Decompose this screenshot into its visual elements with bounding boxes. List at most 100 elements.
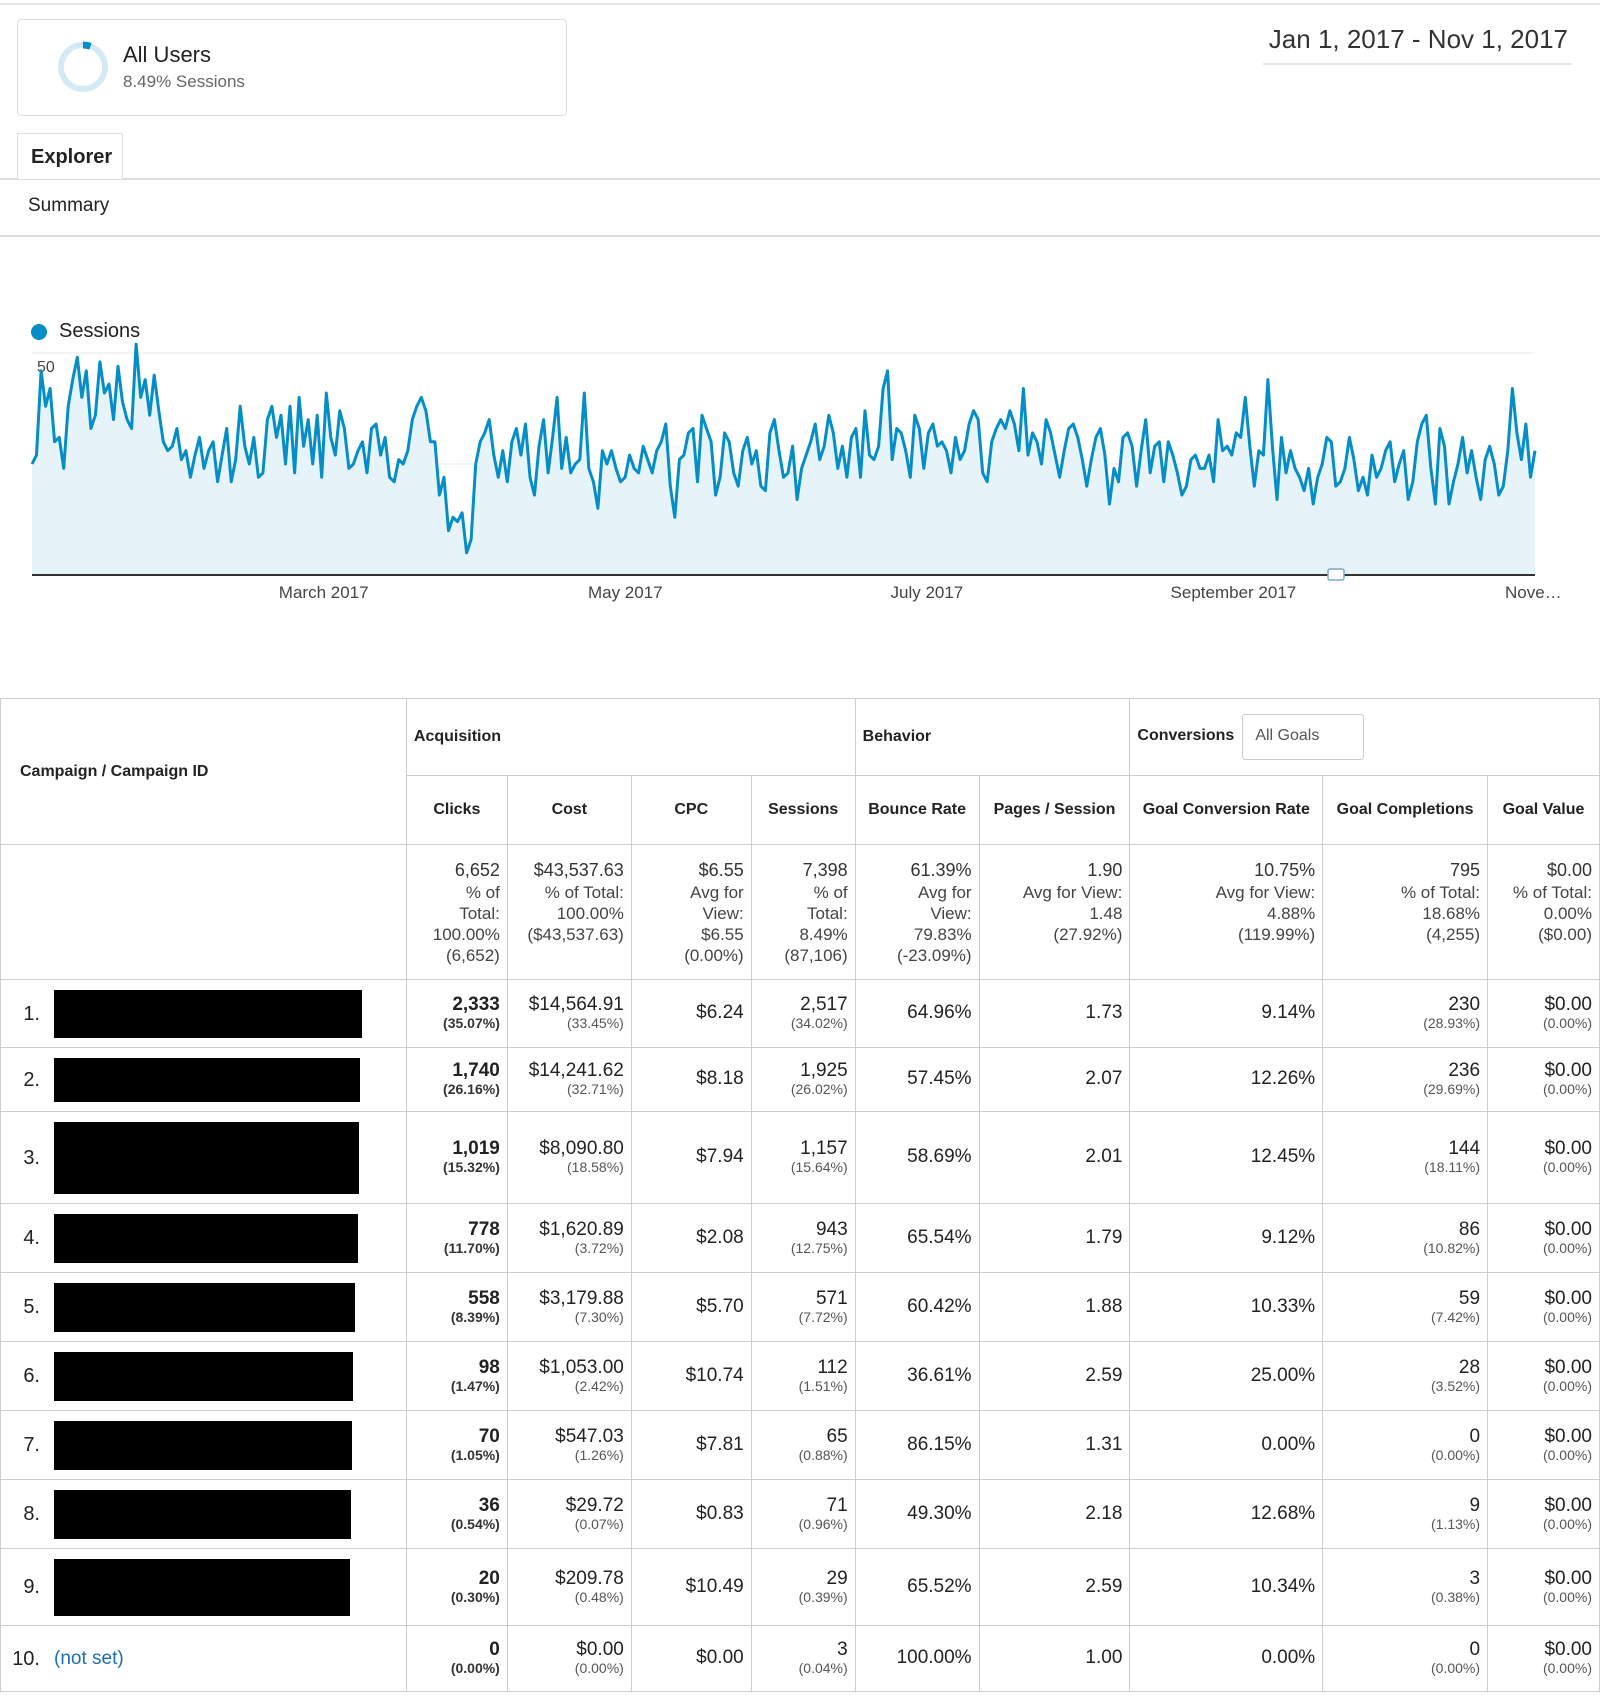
column-header[interactable]: Clicks — [405, 775, 508, 845]
value: 0 — [489, 1639, 500, 1661]
table-row[interactable]: 10. (not set) 0 (0.00%) $0.00 (0.00%) $0.00 3 (0… — [0, 1625, 1600, 1692]
column-header[interactable]: Bounce Rate — [854, 775, 980, 845]
cell-sessions: 65 (0.88%) — [750, 1410, 856, 1480]
cell-gv: $0.00 (0.00%) — [1487, 1625, 1600, 1692]
totals-cell: 61.39% Avg for View: 79.83% (-23.09%) — [854, 844, 980, 980]
totals-line: 6,652 — [454, 860, 500, 880]
percent: (0.39%) — [798, 1588, 848, 1605]
cell-clicks: 1,740 (26.16%) — [405, 1047, 508, 1112]
row-index: 2. — [23, 1068, 40, 1091]
percent: (0.30%) — [450, 1588, 500, 1605]
column-header[interactable]: Goal Completions — [1322, 775, 1489, 845]
table-row[interactable]: 9. 20 (0.30%) $209.78 (0.48%) $10.49 29 (0.39%)… — [0, 1548, 1600, 1626]
group-conversions: Conversions — [1137, 727, 1235, 744]
percent: (0.00%) — [450, 1660, 500, 1677]
value: 2,333 — [452, 994, 500, 1016]
cell-gv: $0.00 (0.00%) — [1487, 1341, 1600, 1411]
column-header[interactable]: Pages / Session — [978, 775, 1131, 845]
totals-line: (4,255) — [1426, 925, 1481, 944]
value: $10.49 — [685, 1575, 744, 1597]
percent: (0.00%) — [1542, 1081, 1592, 1098]
value: 0 — [1469, 1639, 1481, 1661]
chart-legend[interactable]: Sessions — [31, 320, 140, 343]
cell-pages: 2.07 — [978, 1047, 1131, 1112]
value: 0.00% — [1261, 1433, 1316, 1455]
value: $0.00 — [1544, 1425, 1592, 1447]
cell-sessions: 1,925 (26.02%) — [750, 1047, 856, 1112]
column-header[interactable]: Sessions — [750, 775, 856, 845]
totals-line: ($43,537.63) — [527, 925, 624, 944]
value: 57.45% — [907, 1068, 972, 1090]
value: 236 — [1448, 1060, 1481, 1082]
percent: (0.38%) — [1431, 1588, 1481, 1605]
cell-clicks: 1,019 (15.32%) — [405, 1111, 508, 1204]
campaign-link[interactable]: (not set) — [54, 1647, 124, 1669]
table-row[interactable]: 5. 558 (8.39%) $3,179.88 (7.30%) $5.70 571 (7.7… — [0, 1272, 1600, 1342]
subtab-divider — [0, 235, 1600, 237]
value: 571 — [815, 1287, 848, 1309]
cell-gcr: 10.34% — [1129, 1548, 1324, 1626]
tab-explorer[interactable]: Explorer — [17, 133, 123, 179]
value: 71 — [826, 1494, 848, 1516]
cell-cost: $547.03 (1.26%) — [506, 1410, 632, 1480]
segment-card[interactable]: All Users 8.49% Sessions — [17, 19, 567, 116]
cell-cost: $209.78 (0.48%) — [506, 1548, 632, 1626]
table-row[interactable]: 2. 1,740 (26.16%) $14,241.62 (32.71%) $8.18 1,… — [0, 1047, 1600, 1112]
cell-gv: $0.00 (0.00%) — [1487, 1548, 1600, 1626]
percent: (0.00%) — [1542, 1446, 1592, 1463]
cell-gc: 9 (1.13%) — [1322, 1479, 1489, 1549]
table-row[interactable]: 3. 1,019 (15.32%) $8,090.80 (18.58%) $7.94 1,1… — [0, 1111, 1600, 1204]
legend-dot — [31, 323, 47, 340]
subtab-summary[interactable]: Summary — [28, 195, 110, 216]
goals-select[interactable]: All Goals — [1242, 714, 1365, 760]
cell-cpc: $8.18 — [630, 1047, 752, 1112]
value: $0.00 — [696, 1647, 744, 1669]
table-row[interactable]: 7. 70 (1.05%) $547.03 (1.26%) $7.81 65 (0.88%) 8… — [0, 1410, 1600, 1480]
value: 2.59 — [1085, 1364, 1123, 1386]
value: 65.52% — [907, 1575, 972, 1597]
totals-line: 79.83% — [913, 925, 972, 944]
value: 2.18 — [1085, 1502, 1123, 1524]
totals-line: Total: — [459, 903, 500, 923]
table-row[interactable]: 8. 36 (0.54%) $29.72 (0.07%) $0.83 71 (0.96%) 49… — [0, 1479, 1600, 1549]
value: $6.24 — [696, 1002, 744, 1024]
value: 3 — [1469, 1567, 1481, 1589]
totals-line: 0.00% — [1543, 903, 1592, 923]
value: 2,517 — [800, 994, 848, 1016]
value: 943 — [815, 1218, 848, 1240]
percent: (0.00%) — [1542, 1377, 1592, 1394]
totals-cell: 795% of Total: 18.68% (4,255) — [1322, 844, 1489, 980]
percent: (7.30%) — [574, 1308, 624, 1325]
cell-cpc: $2.08 — [630, 1203, 752, 1273]
percent: (2.42%) — [574, 1377, 624, 1394]
cell-gcr: 12.26% — [1129, 1047, 1324, 1112]
redacted-campaign-name — [54, 989, 362, 1038]
annotation-icon[interactable] — [1327, 568, 1345, 581]
redacted-campaign-name — [54, 1351, 353, 1401]
column-header[interactable]: CPC — [630, 775, 752, 845]
table-row[interactable]: 4. 778 (11.70%) $1,620.89 (3.72%) $2.08 943 (12… — [0, 1203, 1600, 1273]
cell-cpc: $6.24 — [630, 979, 752, 1048]
value: 60.42% — [907, 1295, 972, 1317]
column-header[interactable]: Cost — [506, 775, 632, 845]
cell-pages: 1.73 — [978, 979, 1131, 1048]
value: 9.12% — [1261, 1226, 1316, 1248]
percent: (0.88%) — [798, 1446, 848, 1463]
value: 12.45% — [1250, 1146, 1316, 1168]
dimension-header[interactable]: Campaign / Campaign ID — [0, 698, 407, 845]
value: $8.18 — [696, 1068, 744, 1090]
percent: (0.00%) — [1542, 1159, 1592, 1176]
table-row[interactable]: 1. 2,333 (35.07%) $14,564.91 (33.45%) $6.24 2,… — [0, 979, 1600, 1048]
column-header[interactable]: Goal Conversion Rate — [1129, 775, 1324, 845]
campaign-cell: 10. (not set) — [0, 1625, 407, 1692]
table-row[interactable]: 6. 98 (1.47%) $1,053.00 (2.42%) $10.74 112 (1.5… — [0, 1341, 1600, 1411]
totals-line: (6,652) — [445, 946, 500, 966]
value: $0.00 — [1544, 1218, 1592, 1240]
column-header[interactable]: Goal Value — [1487, 775, 1600, 845]
cell-bounce: 65.52% — [854, 1548, 980, 1626]
campaign-cell: 2. — [0, 1047, 407, 1112]
date-range-picker[interactable]: Jan 1, 2017 - Nov 1, 2017 — [1262, 24, 1572, 65]
cell-bounce: 58.69% — [854, 1111, 980, 1204]
value: $547.03 — [555, 1425, 624, 1447]
